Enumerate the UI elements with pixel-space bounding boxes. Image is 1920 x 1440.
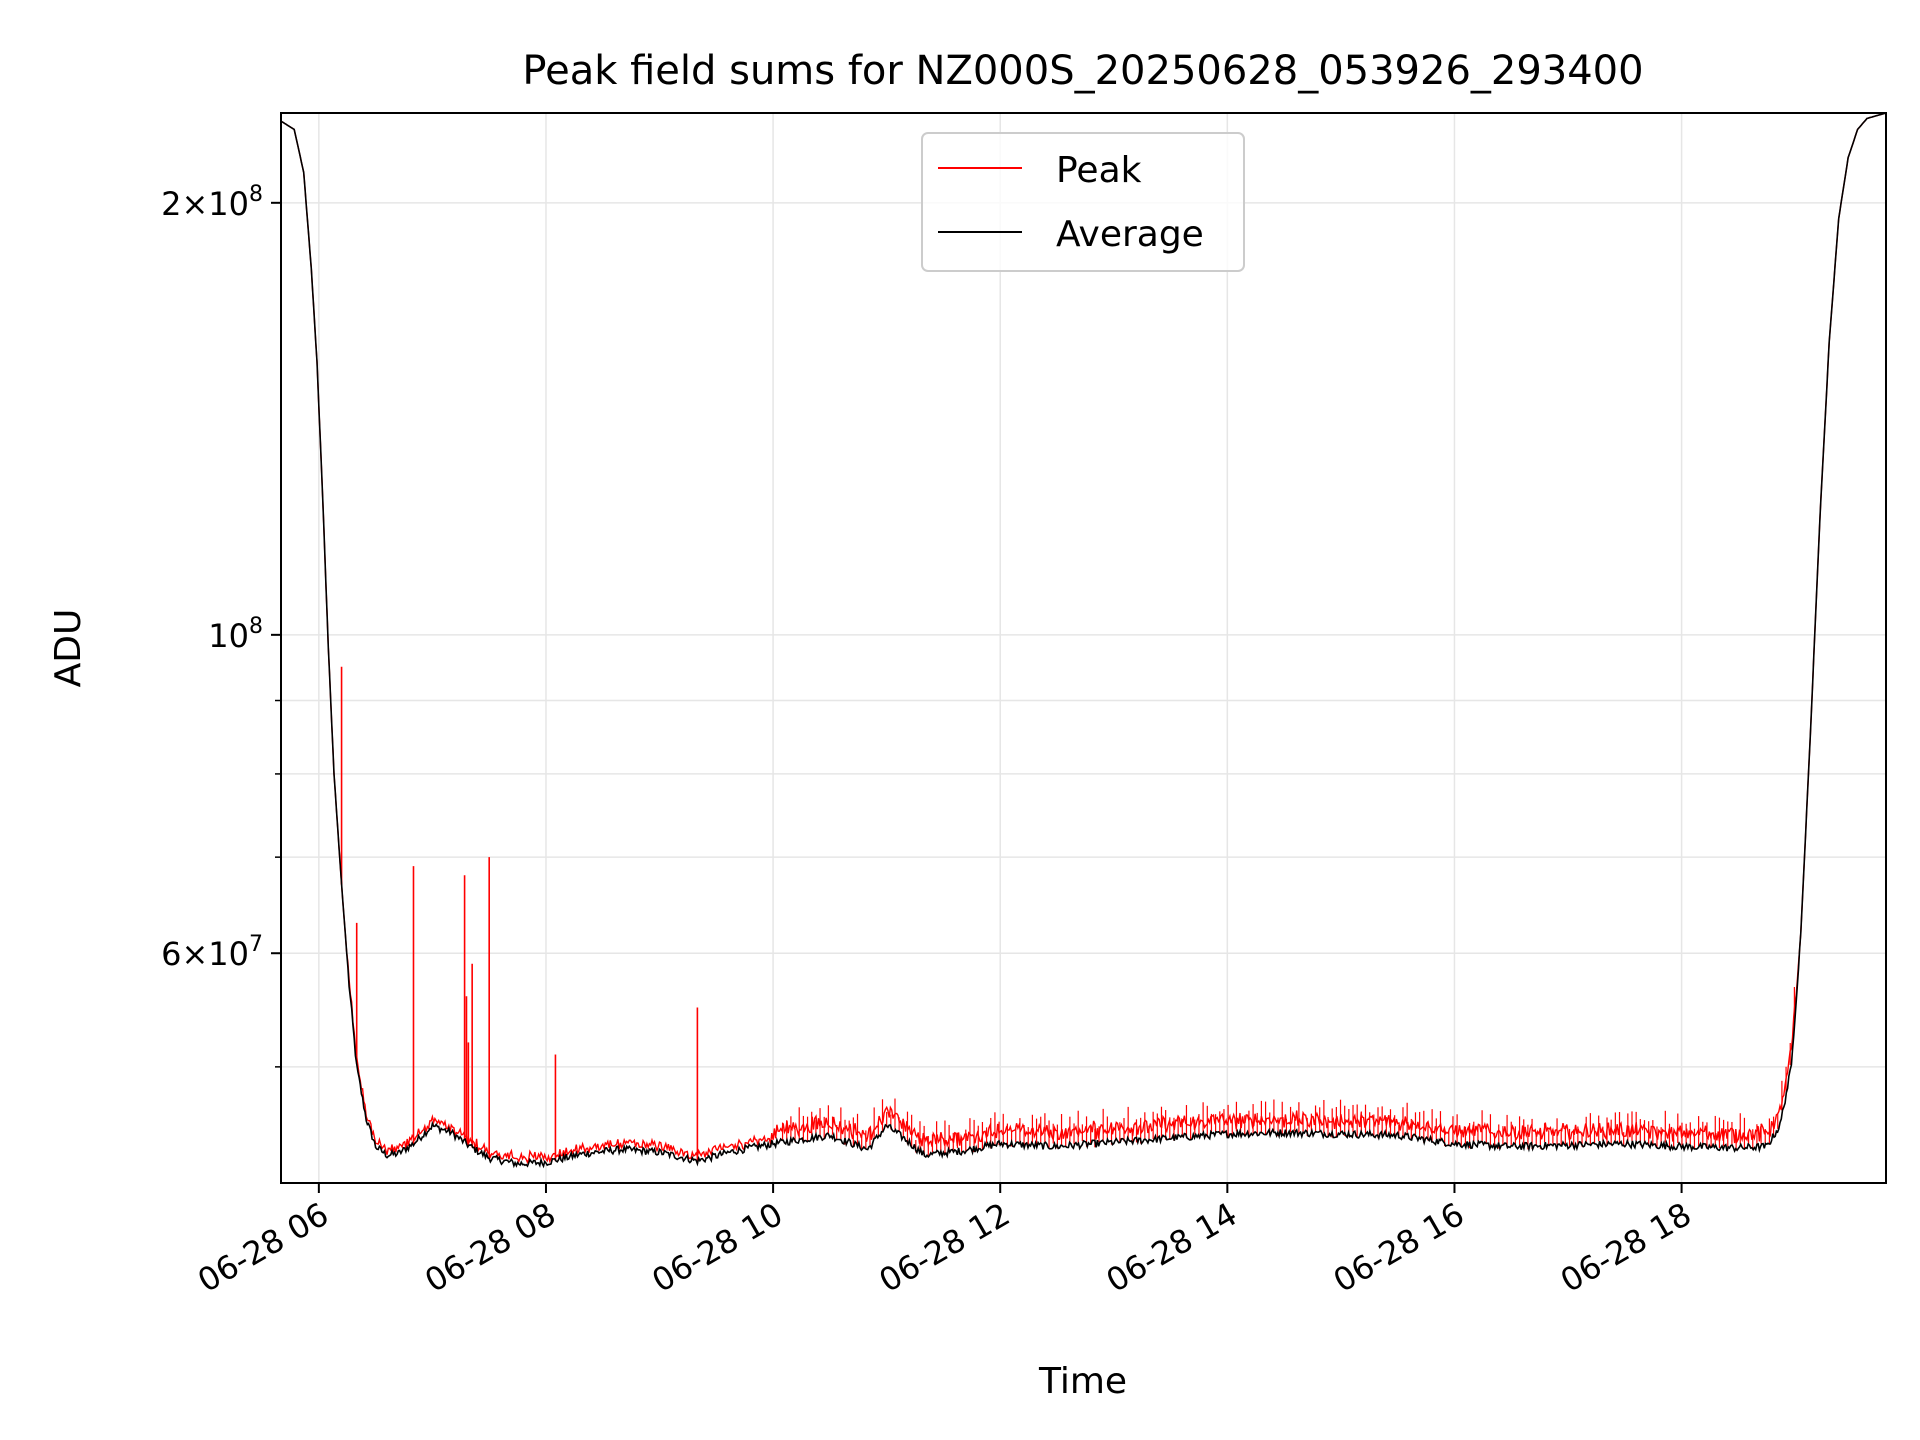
y-tick-times: × — [181, 185, 208, 223]
y-tick-mantissa: 2 — [161, 185, 181, 223]
y-axis-label: ADU — [48, 609, 89, 688]
average-series — [281, 113, 1886, 1169]
x-axis-label: Time — [1038, 1361, 1127, 1402]
y-tick-times: × — [181, 935, 208, 973]
legend-label-peak: Peak — [1056, 150, 1142, 191]
y-tick-label: 2×108 — [161, 182, 263, 223]
y-tick-exponent: 7 — [249, 932, 263, 957]
y-tick-exponent: 8 — [249, 182, 263, 207]
y-tick-exponent: 8 — [249, 614, 263, 639]
legend: Peak Average — [921, 132, 1245, 272]
peak-series — [281, 113, 1886, 1165]
y-tick-label: 6×107 — [161, 932, 263, 973]
plot-frame — [280, 112, 1887, 1184]
y-tick-base: 10 — [208, 185, 249, 223]
y-tick-label: 108 — [208, 614, 263, 655]
legend-label-average: Average — [1056, 214, 1204, 255]
chart-title: Peak field sums for NZ000S_20250628_0539… — [522, 48, 1643, 94]
y-tick-base: 10 — [208, 617, 249, 655]
y-tick-mantissa: 6 — [161, 935, 181, 973]
y-tick-base: 10 — [208, 935, 249, 973]
average-line — [281, 113, 1886, 1169]
